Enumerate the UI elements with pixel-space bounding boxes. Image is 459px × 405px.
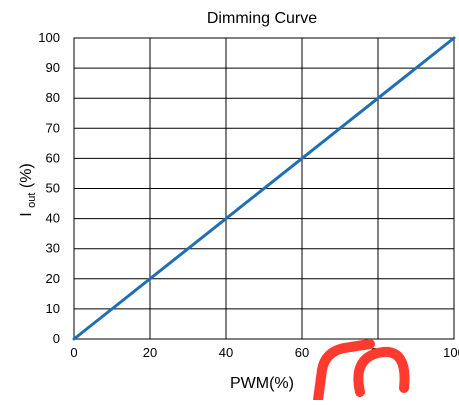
watermark-stroke-left <box>313 339 375 405</box>
y-tick-label-2: 20 <box>46 271 60 286</box>
x-tick-label-5: 100 <box>443 345 459 360</box>
x-tick-label-1: 20 <box>143 345 157 360</box>
y-tick-label-1: 10 <box>46 301 60 316</box>
x-tick-label-2: 40 <box>219 345 233 360</box>
y-axis-title: I out (%) <box>18 163 39 217</box>
y-tick-label-6: 60 <box>46 150 60 165</box>
series-line-0 <box>73 36 455 341</box>
x-axis-title: PWM(%) <box>230 375 294 392</box>
y-axis-title-subscript: out <box>26 193 38 208</box>
grid-layer <box>73 37 455 340</box>
x-tick-label-0: 0 <box>70 345 77 360</box>
x-tick-label-3: 60 <box>295 345 309 360</box>
chart-title: Dimming Curve <box>207 10 317 27</box>
y-tick-label-4: 40 <box>46 211 60 226</box>
y-tick-label-9: 90 <box>46 60 60 75</box>
watermark <box>313 339 410 405</box>
y-axis-title-suffix: (%) <box>18 163 35 188</box>
y-tick-label-10: 100 <box>38 30 60 45</box>
y-tick-label-7: 70 <box>46 120 60 135</box>
series-point-0-0 <box>72 337 76 341</box>
y-tick-label-0: 0 <box>53 331 60 346</box>
watermark-stroke-right <box>353 346 410 397</box>
series-point-0-1 <box>452 36 456 40</box>
axis-layer: 0204060801000102030405060708090100 <box>38 30 459 360</box>
y-axis-title-main: I <box>18 212 35 216</box>
series-layer <box>72 36 456 341</box>
y-tick-label-8: 80 <box>46 90 60 105</box>
y-tick-label-5: 50 <box>46 181 60 196</box>
y-tick-label-3: 30 <box>46 241 60 256</box>
